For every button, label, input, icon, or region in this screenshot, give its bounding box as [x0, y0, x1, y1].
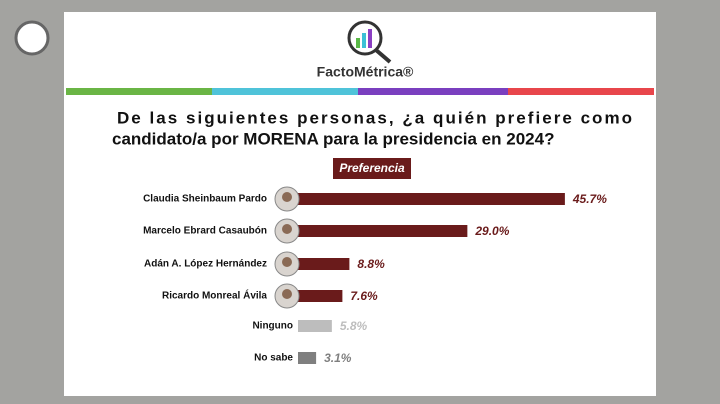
- stripe: [358, 88, 508, 95]
- category-label: Adán A. López Hernández: [144, 259, 267, 270]
- stripe: [508, 88, 654, 95]
- stripe: [212, 88, 358, 95]
- category-label: No sabe: [254, 353, 293, 364]
- logo-icon-bar: [368, 29, 372, 48]
- logo-icon-handle: [374, 48, 392, 64]
- logo-text: FactoMétrica®: [317, 64, 414, 80]
- bar: [298, 225, 468, 237]
- bar: [298, 193, 565, 205]
- category-label: Claudia Sheinbaum Pardo: [143, 194, 267, 205]
- bar: [298, 258, 350, 270]
- candidate-photo-head: [282, 224, 292, 234]
- value-label: 3.1%: [324, 351, 352, 365]
- candidate-photo-head: [282, 192, 292, 202]
- logo-icon-bar: [356, 38, 360, 48]
- category-label: Ninguno: [252, 321, 293, 332]
- value-label: 7.6%: [350, 289, 378, 303]
- bar: [298, 290, 343, 302]
- bar: [298, 352, 317, 364]
- category-label: Ricardo Monreal Ávila: [162, 289, 267, 302]
- value-label: 29.0%: [474, 224, 509, 238]
- subtitle-box: [333, 158, 411, 179]
- candidate-photo-head: [282, 289, 292, 299]
- corner-logo: [14, 20, 50, 56]
- bar: [298, 320, 332, 332]
- category-label: Marcelo Ebrard Casaubón: [143, 226, 267, 237]
- value-label: 8.8%: [357, 257, 385, 271]
- logo-icon-bar: [362, 33, 366, 48]
- value-label: 5.8%: [340, 319, 368, 333]
- value-label: 45.7%: [572, 192, 607, 206]
- title-line: candidato/a por MORENA para la presidenc…: [112, 129, 554, 148]
- candidate-photo-head: [282, 257, 292, 267]
- plot: Claudia Sheinbaum Pardo 45.7% Marcelo Ebra…: [143, 186, 607, 365]
- title-line: De las siguientes personas, ¿a quién pre…: [117, 108, 632, 127]
- logo-icon: [347, 20, 383, 56]
- subtitle: Preferencia: [339, 161, 405, 175]
- stripe: [66, 88, 212, 95]
